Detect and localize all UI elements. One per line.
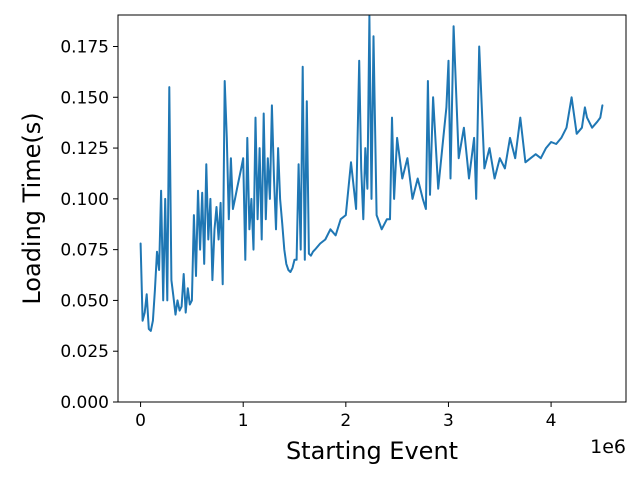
x-offset-label: 1e6 — [590, 436, 626, 458]
y-tick-label: 0.175 — [60, 37, 109, 57]
y-tick-label: 0.000 — [60, 393, 109, 413]
x-tick-label: 3 — [443, 411, 454, 431]
x-axis-label: Starting Event — [286, 437, 458, 465]
series-line — [139, 15, 604, 332]
x-tick-label: 0 — [135, 411, 146, 431]
y-axis-label: Loading Time(s) — [18, 112, 46, 304]
y-tick-label: 0.075 — [60, 241, 109, 261]
plot-area — [139, 15, 604, 332]
y-tick-label: 0.150 — [60, 88, 109, 108]
y-ticks: 0.000 0.025 0.050 0.075 0.100 0.125 0.150 0.175 — [60, 37, 118, 413]
y-tick-label: 0.025 — [60, 342, 109, 362]
x-ticks: 0 1 2 3 4 — [135, 402, 556, 431]
x-tick-label: 2 — [340, 411, 351, 431]
y-tick-label: 0.100 — [60, 190, 109, 210]
axes-frame — [117, 14, 627, 403]
y-tick-label: 0.125 — [60, 139, 109, 159]
y-tick-label: 0.050 — [60, 291, 109, 311]
x-tick-label: 1 — [238, 411, 249, 431]
x-tick-label: 4 — [546, 411, 557, 431]
